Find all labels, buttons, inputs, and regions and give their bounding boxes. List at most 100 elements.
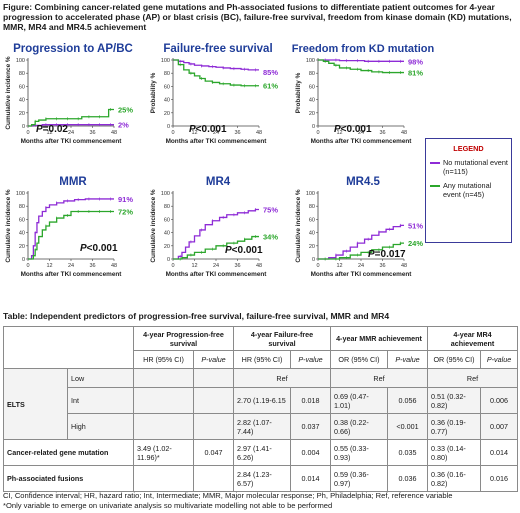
x-tick-label: 24 <box>213 263 219 269</box>
chart-mr4-5: MR4.5 0 20 40 60 80 100 0 12 24 36 48 Months after T… <box>292 173 435 301</box>
chart-title: MMR <box>59 176 87 188</box>
series-any-mutation-line <box>318 59 404 74</box>
footnote-asterisk: *Only variable to emerge on univariate a… <box>3 501 333 510</box>
footnote-abbreviations: CI, Confidence interval; HR, hazard rati… <box>3 491 453 500</box>
cell: 0.36 (0.19-0.77) <box>427 413 482 440</box>
chart-freedom-from-kd-mutation: Freedom from KD mutation 0 20 40 60 80 100 0 12 2… <box>292 40 435 168</box>
x-tick-label: 24 <box>213 130 219 136</box>
table-corner <box>3 326 134 369</box>
y-axis-label: Cumulative incidence % <box>5 189 12 262</box>
end-label-any-mutation: 24% <box>408 239 423 248</box>
chart-title: Freedom from KD mutation <box>292 43 435 55</box>
cell: 0.69 (0.47-1.01) <box>330 387 388 414</box>
chart-title: Progression to AP/BC <box>13 43 133 55</box>
chart-title: MR4 <box>206 176 231 188</box>
x-tick-label: 48 <box>256 263 262 269</box>
cell: 2.82 (1.07-7.44) <box>233 413 291 440</box>
y-tick-label: 0 <box>22 257 25 263</box>
legend: LEGEND No mutational event (n=115) Any m… <box>425 138 512 243</box>
row-sublabel: Low <box>67 368 134 388</box>
y-tick-label: 60 <box>164 217 170 223</box>
x-tick-label: 12 <box>191 263 197 269</box>
cell: 3.49 (1.02-11.96)* <box>133 439 194 466</box>
x-tick-label: 0 <box>26 263 29 269</box>
y-axis-label: Cumulative incidence % <box>150 189 157 262</box>
subheader: HR (95% CI) <box>233 350 291 369</box>
cell: 0.014 <box>290 465 331 492</box>
cell: 0.056 <box>386 387 429 414</box>
y-tick-label: 0 <box>312 124 315 130</box>
x-tick-label: 36 <box>379 263 385 269</box>
series-no-mutation-line <box>173 59 259 71</box>
y-tick-label: 0 <box>167 257 170 263</box>
chart-svg: Progression to AP/BC 0 20 40 60 80 100 0 12 24 36 4… <box>5 43 133 145</box>
x-tick-label: 48 <box>401 130 407 136</box>
p-value: P<0.001 <box>80 243 118 254</box>
cell: 0.018 <box>290 387 331 414</box>
cell <box>193 465 234 492</box>
x-tick-label: 48 <box>111 263 117 269</box>
y-axis-label: Cumulative incidence % <box>5 56 12 129</box>
series-any-mutation-line <box>173 59 259 87</box>
y-tick-label: 100 <box>306 191 315 197</box>
x-tick-label: 0 <box>316 263 319 269</box>
series-no-mutation-line <box>28 198 114 260</box>
footnote: CI, Confidence interval; HR, hazard rati… <box>3 491 517 511</box>
table-caption: Table: Independent predictors of progres… <box>3 311 390 321</box>
ref-cell: Ref <box>427 368 519 388</box>
x-tick-label: 12 <box>336 263 342 269</box>
x-tick-label: 12 <box>336 130 342 136</box>
y-tick-label: 40 <box>164 231 170 237</box>
cell: 0.036 <box>386 465 429 492</box>
p-value: P<0.001 <box>334 124 372 135</box>
y-tick-label: 100 <box>16 191 25 197</box>
cell: 0.006 <box>480 387 519 414</box>
y-tick-label: 80 <box>19 204 25 210</box>
end-label-any-mutation: 25% <box>118 106 133 115</box>
y-tick-label: 20 <box>164 244 170 250</box>
x-axis-label: Months after TKI commencement <box>166 138 268 145</box>
p-value: P=0.017 <box>368 249 406 260</box>
end-label-no-mutation: 51% <box>408 221 423 230</box>
y-tick-label: 100 <box>306 58 315 64</box>
y-tick-label: 60 <box>164 84 170 90</box>
end-label-any-mutation: 61% <box>263 82 278 91</box>
cell: 0.014 <box>480 439 519 466</box>
subheader: P-value <box>201 355 226 364</box>
end-label-no-mutation: 75% <box>263 206 278 215</box>
row-sublabel: Int <box>67 387 134 414</box>
cell: 0.004 <box>290 439 331 466</box>
header-ffs: 4-year Failure-free survival <box>233 326 331 351</box>
row-sublabel: High <box>67 413 134 440</box>
end-label-no-mutation: 98% <box>408 57 423 66</box>
chart-svg: MR4.5 0 20 40 60 80 100 0 12 24 36 48 Months after T… <box>295 176 423 278</box>
y-tick-label: 40 <box>164 98 170 104</box>
header-pfs: 4-year Progression-free survival <box>133 326 234 351</box>
x-tick-label: 24 <box>68 130 74 136</box>
p-value: P=0.02 <box>36 124 68 135</box>
y-tick-label: 60 <box>19 217 25 223</box>
cell <box>193 387 234 414</box>
cell: 0.51 (0.32-0.82) <box>427 387 482 414</box>
cell: 0.55 (0.33-0.93) <box>330 439 388 466</box>
x-tick-label: 24 <box>358 263 364 269</box>
x-tick-label: 36 <box>234 130 240 136</box>
end-label-any-mutation: 81% <box>408 69 423 78</box>
table-row: Ph-associated fusions 2.84 (1.23-6.57) 0… <box>3 465 519 492</box>
subheader: P-value <box>486 355 512 364</box>
cell: <0.001 <box>386 413 429 440</box>
chart-svg: MMR 0 20 40 60 80 100 0 12 24 36 48 Months after TKI… <box>5 176 133 278</box>
y-tick-label: 20 <box>19 244 25 250</box>
x-axis-label: Months after TKI commencement <box>311 138 413 145</box>
series-no-mutation-line <box>28 124 114 127</box>
cell: 0.33 (0.14-0.80) <box>427 439 482 466</box>
subheader: HR (95% CI) <box>133 350 194 369</box>
x-tick-label: 0 <box>316 130 319 136</box>
x-tick-label: 48 <box>401 263 407 269</box>
series-any-mutation-line <box>318 242 404 260</box>
y-tick-label: 80 <box>164 71 170 77</box>
table-row: High 2.82 (1.07-7.44) 0.037 0.38 (0.22-0… <box>3 413 519 440</box>
header-mmr: 4-year MMR achievement <box>329 326 429 351</box>
x-tick-label: 36 <box>234 263 240 269</box>
row-label-elts: ELTS <box>3 368 68 440</box>
